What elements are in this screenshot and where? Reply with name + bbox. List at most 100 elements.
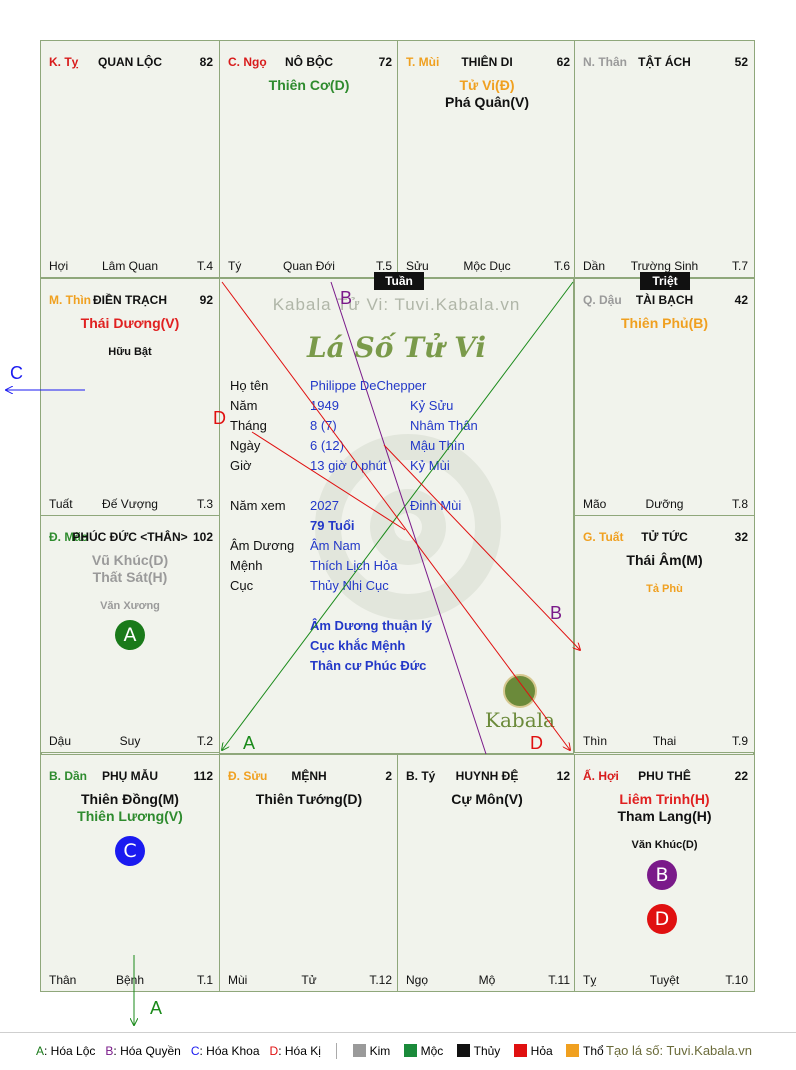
palace-ty[interactable]: K. Tỵ QUAN LỘC 82 Hợi Lâm Quan T.4	[40, 40, 220, 278]
palace-ngo[interactable]: C. Ngọ NÔ BỘC 72 Thiên Cơ(D) Tý Quan Đới T.5	[219, 40, 399, 278]
arrow-label-b-top: B	[340, 288, 353, 308]
arrow-label-a: A	[243, 733, 256, 753]
label-menh: Mệnh	[230, 558, 263, 573]
arrow-b-2	[383, 444, 580, 650]
palace-number: 2	[385, 769, 392, 783]
minor-star: Văn Khúc(D)	[631, 839, 698, 851]
tuan-tag: Tuần	[374, 272, 424, 290]
palace-number: 72	[378, 55, 392, 69]
palace-stem-branch: Q. Dậu	[583, 293, 622, 307]
palace-mao[interactable]: Đ. Mão PHÚC ĐỨC <THÂN> 102 Vũ Khúc(D) Thất S…	[40, 515, 220, 753]
label-thang: Tháng	[230, 418, 267, 433]
main-stars: Liêm Trinh(H) Tham Lang(H)	[575, 791, 754, 825]
palace-title: ĐIỀN TRẠCH	[93, 293, 167, 307]
palace-title: MỆNH	[291, 769, 327, 783]
palace-than[interactable]: N. Thân TẬT ÁCH 52 Dần Trường Sinh T.7	[574, 40, 755, 278]
palace-index: T.2	[196, 734, 213, 748]
palace-stem-branch: C. Ngọ	[228, 55, 267, 69]
main-star: Thiên Đồng(M)	[81, 791, 179, 807]
palace-mui[interactable]: T. Mùi THIÊN DI 62 Tử Vi(Đ) Phá Quân(V) Sửu Mộ…	[397, 40, 577, 278]
legend-c: C: Hóa Khoa	[190, 1044, 260, 1058]
main-star: Thiên Phủ(B)	[620, 315, 709, 331]
palace-index: T.10	[725, 973, 748, 987]
palace-index: T.7	[731, 259, 748, 273]
arrow-d-2	[251, 431, 406, 531]
palace-index: T.1	[196, 973, 213, 987]
legend: A: Hóa Lộc B: Hóa Quyền C: Hóa Khoa D: H…	[36, 1043, 604, 1059]
palace-hoi[interactable]: Ấ. Hợi PHU THÊ 22 Liêm Trinh(H) Tham Lang(H)…	[574, 754, 755, 992]
note-2: Cục khắc Mệnh	[310, 638, 406, 653]
palace-cycle: Suy	[119, 734, 141, 748]
logo-title: Lá Số Tử Vi	[306, 331, 487, 364]
label-nam-xem: Năm xem	[230, 498, 286, 513]
palace-stem-branch: N. Thân	[583, 55, 627, 69]
palace-index: T.3	[196, 497, 213, 511]
palace-stem-branch: Đ. Mão	[49, 530, 89, 544]
palace-ty2[interactable]: B. Tý HUYNH ĐỆ 12 Cự Môn(V) Ngọ Mộ T.11	[397, 754, 577, 992]
minor-star: Hữu Bật	[108, 346, 152, 358]
palace-cycle: Tuyệt	[649, 973, 680, 987]
watermark-text: Kabala Tử Vi: Tuvi.Kabala.vn	[272, 295, 521, 314]
main-stars: Vũ Khúc(D) Thất Sát(H)	[41, 552, 219, 586]
palace-title: PHU THÊ	[638, 769, 691, 783]
main-star: Thái Dương(V)	[80, 315, 180, 331]
palace-cycle: Thai	[652, 734, 677, 748]
main-stars: Thái Âm(M)	[575, 552, 754, 569]
main-stars: Thái Dương(V)	[41, 315, 219, 332]
palace-tuat[interactable]: G. Tuất TỬ TỨC 32 Thái Âm(M) Tả Phù Thìn Thai T…	[574, 515, 755, 753]
palace-number: 62	[556, 55, 570, 69]
main-star: Thất Sát(H)	[92, 569, 168, 585]
main-stars: Thiên Cơ(D)	[220, 77, 398, 94]
triet-tag: Triệt	[640, 272, 690, 290]
divider	[0, 1032, 796, 1033]
main-stars: Thiên Tướng(D)	[220, 791, 398, 808]
palace-stem-branch: B. Tý	[406, 769, 436, 783]
palace-cycle: Bệnh	[115, 973, 145, 987]
main-stars: Tử Vi(Đ) Phá Quân(V)	[398, 77, 576, 111]
palace-title: THIÊN DI	[461, 55, 513, 69]
main-star: Thiên Lương(V)	[77, 808, 183, 824]
palace-branch: Tý	[228, 259, 242, 273]
main-stars: Thiên Phủ(B)	[575, 315, 754, 332]
palace-stem-branch: K. Tỵ	[49, 55, 79, 69]
palace-index: T.4	[196, 259, 213, 273]
palace-cycle: Tử	[301, 973, 317, 987]
palace-index: T.11	[548, 973, 570, 987]
palace-branch: Mùi	[228, 973, 248, 987]
palace-cycle: Đế Vượng	[102, 497, 158, 511]
arrow-label-c: C	[10, 363, 23, 383]
main-star: Vũ Khúc(D)	[91, 552, 169, 568]
bagua-watermark-icon	[315, 434, 501, 620]
label-ngay: Ngày	[230, 438, 261, 453]
value-nam-xem-can-chi: Đinh Mùi	[410, 498, 462, 513]
palace-branch: Sửu	[406, 259, 429, 273]
palace-branch: Dậu	[49, 734, 72, 748]
transform-badge-d: D	[647, 904, 677, 934]
palace-number: 22	[734, 769, 748, 783]
arrow-label-b-right: B	[550, 603, 563, 623]
label-gio: Giờ	[230, 458, 252, 473]
legend-a: A: Hóa Lộc	[36, 1044, 96, 1058]
main-stars: Cự Môn(V)	[398, 791, 576, 808]
palace-suu[interactable]: Đ. Sửu MỆNH 2 Thiên Tướng(D) Mùi Tử T.12	[219, 754, 399, 992]
transform-badge-b: B	[647, 860, 677, 890]
minor-star: Văn Xương	[100, 600, 160, 612]
palace-number: 82	[199, 55, 213, 69]
label-ho-ten: Họ tên	[230, 378, 269, 393]
main-star: Tham Lang(H)	[617, 808, 712, 824]
palace-stem-branch: G. Tuất	[583, 530, 624, 544]
credit-link[interactable]: Tạo lá số: Tuvi.Kabala.vn	[606, 1043, 752, 1058]
palace-number: 52	[734, 55, 748, 69]
palace-cycle: Trường Sinh	[630, 259, 699, 273]
minor-star: Tả Phù	[646, 583, 683, 595]
palace-stem-branch: Ấ. Hợi	[583, 769, 619, 783]
palace-stem-branch: Đ. Sửu	[228, 769, 268, 783]
note-3: Thân cư Phúc Đức	[310, 658, 427, 673]
palace-title: QUAN LỘC	[98, 55, 162, 69]
transform-badge-a: A	[115, 620, 145, 650]
palace-index: T.8	[731, 497, 748, 511]
palace-number: 92	[199, 293, 213, 307]
palace-title: TÀI BẠCH	[635, 293, 694, 307]
main-star: Thái Âm(M)	[626, 552, 703, 568]
